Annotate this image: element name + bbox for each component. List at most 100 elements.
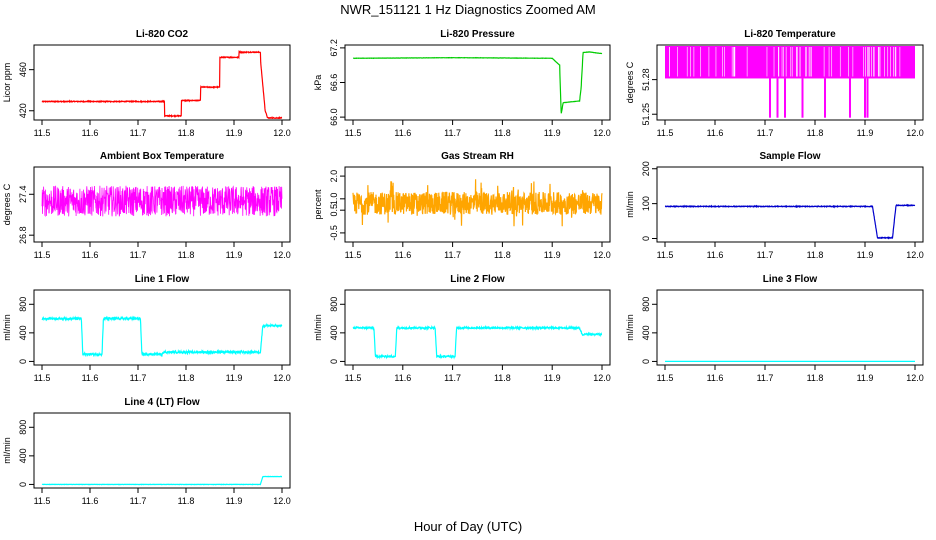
x-tick-label: 11.8	[807, 250, 824, 260]
x-tick-label: 11.9	[857, 373, 874, 383]
x-tick-label: 11.9	[857, 128, 874, 138]
data-band	[665, 46, 915, 79]
plot-frame	[344, 166, 611, 243]
x-tick-label: 11.9	[857, 250, 874, 260]
y-tick-label: 2.0	[329, 170, 339, 183]
data-series	[665, 46, 915, 118]
x-tick-label: 11.7	[757, 128, 774, 138]
panel-4: Ambient Box Temperature 11.5 11.6 11.7 11.8 1…	[2, 151, 291, 260]
y-axis-label: ml/min	[625, 314, 635, 341]
data-line	[41, 185, 283, 218]
x-tick-label: 11.5	[657, 250, 674, 260]
x-tick-label: 12.0	[593, 373, 611, 383]
y-tick-label: 0	[329, 359, 339, 364]
x-tick-label: 12.0	[273, 373, 291, 383]
x-tick-label: 11.7	[130, 373, 147, 383]
x-tick-label: 11.9	[226, 496, 243, 506]
x-tick-label: 11.7	[130, 250, 147, 260]
panel-7: Line 1 Flow 11.5 11.6 11.7 11.8 11.9 12.0 0 400 8…	[2, 274, 291, 383]
x-tick-label: 11.6	[394, 250, 411, 260]
y-tick-label: 0.5	[329, 204, 339, 217]
y-tick-label: 100	[641, 196, 651, 211]
plot-frame	[344, 44, 611, 121]
y-tick-label: 800	[18, 420, 28, 435]
y-axis-label: Licor ppm	[2, 63, 12, 103]
panel-title: Li-820 CO2	[136, 29, 189, 40]
y-axis-label: kPa	[313, 75, 323, 91]
plot-frame	[656, 289, 924, 366]
x-tick-label: 11.8	[178, 128, 195, 138]
x-tick-label: 11.8	[494, 373, 511, 383]
panel-10: Line 4 (LT) Flow 11.5 11.6 11.7 11.8 11.9 12.0…	[2, 397, 291, 506]
x-tick-label: 11.7	[130, 496, 147, 506]
y-tick-label: 66.0	[329, 108, 339, 126]
y-tick-label: 800	[18, 297, 28, 312]
y-axis-label: degrees C	[625, 61, 635, 103]
panel-2: Li-820 Pressure 11.5 11.6 11.7 11.8 11.9 12.0 6…	[313, 29, 611, 138]
y-tick-label: 400	[641, 325, 651, 340]
plot-frame	[656, 44, 924, 121]
x-tick-label: 11.8	[178, 250, 195, 260]
y-tick-label: 460	[18, 62, 28, 77]
plot-frame	[656, 166, 924, 243]
x-tick-label: 11.6	[82, 496, 99, 506]
x-tick-label: 11.6	[82, 128, 99, 138]
data-line	[41, 475, 283, 486]
x-tick-label: 11.5	[345, 373, 362, 383]
x-tick-label: 11.5	[34, 250, 51, 260]
panel-title: Ambient Box Temperature	[100, 151, 225, 162]
plot-frame	[33, 166, 291, 243]
x-tick-label: 11.9	[226, 250, 243, 260]
x-tick-label: 11.6	[82, 373, 99, 383]
x-tick-label: 11.5	[34, 496, 51, 506]
x-tick-label: 11.6	[707, 373, 724, 383]
panel-6: Sample Flow 11.5 11.6 11.7 11.8 11.9 12.0 0 100 2…	[625, 151, 924, 260]
data-line	[41, 49, 283, 119]
panel-title: Gas Stream RH	[441, 151, 514, 162]
y-tick-label: 27.4	[18, 186, 28, 204]
x-tick-label: 11.6	[707, 128, 724, 138]
plot-frame	[33, 412, 291, 489]
data-series	[664, 203, 916, 240]
panel-3: Li-820 Temperature 11.5 11.6 11.7 11.8 11.9 12…	[625, 29, 924, 138]
y-tick-label: 400	[18, 448, 28, 463]
x-tick-label: 12.0	[906, 128, 924, 138]
x-tick-label: 11.9	[226, 128, 243, 138]
x-tick-label: 11.9	[544, 373, 561, 383]
data-line	[352, 179, 603, 227]
y-tick-label: 0	[641, 359, 651, 364]
x-tick-label: 12.0	[593, 128, 611, 138]
y-axis-label: ml/min	[313, 314, 323, 341]
panel-8: Line 2 Flow 11.5 11.6 11.7 11.8 11.9 12.0 0 400 8…	[313, 274, 611, 383]
y-axis-label: ml/min	[2, 314, 12, 341]
figure-title: NWR_151121 1 Hz Diagnostics Zoomed AM	[340, 2, 596, 17]
x-tick-label: 11.7	[444, 373, 461, 383]
y-tick-label: 51.28	[641, 68, 651, 91]
y-tick-label: 800	[329, 297, 339, 312]
x-tick-label: 11.6	[394, 373, 411, 383]
data-series	[352, 179, 603, 227]
panel-5: Gas Stream RH 11.5 11.6 11.7 11.8 11.9 12.0 -0.…	[313, 151, 611, 260]
x-tick-label: 11.8	[807, 128, 824, 138]
y-tick-label: 200	[641, 161, 651, 176]
x-tick-label: 11.8	[494, 128, 511, 138]
data-line	[352, 324, 602, 360]
x-tick-label: 11.8	[494, 250, 511, 260]
y-tick-label: 26.8	[18, 226, 28, 244]
y-axis-label: ml/min	[2, 437, 12, 464]
y-tick-label: 51.25	[641, 103, 651, 126]
y-tick-label: 420	[18, 103, 28, 118]
data-series	[353, 51, 603, 114]
plot-frame	[344, 289, 611, 366]
x-tick-label: 11.8	[807, 373, 824, 383]
y-tick-label: 0	[641, 236, 651, 241]
x-tick-label: 12.0	[273, 250, 291, 260]
plot-frame	[33, 289, 291, 366]
x-tick-label: 11.6	[82, 250, 99, 260]
x-tick-label: 11.5	[657, 373, 674, 383]
y-axis-label: degrees C	[2, 183, 12, 225]
x-tick-label: 11.6	[394, 128, 411, 138]
y-tick-label: -0.5	[329, 225, 339, 241]
panel-title: Li-820 Temperature	[744, 29, 836, 40]
